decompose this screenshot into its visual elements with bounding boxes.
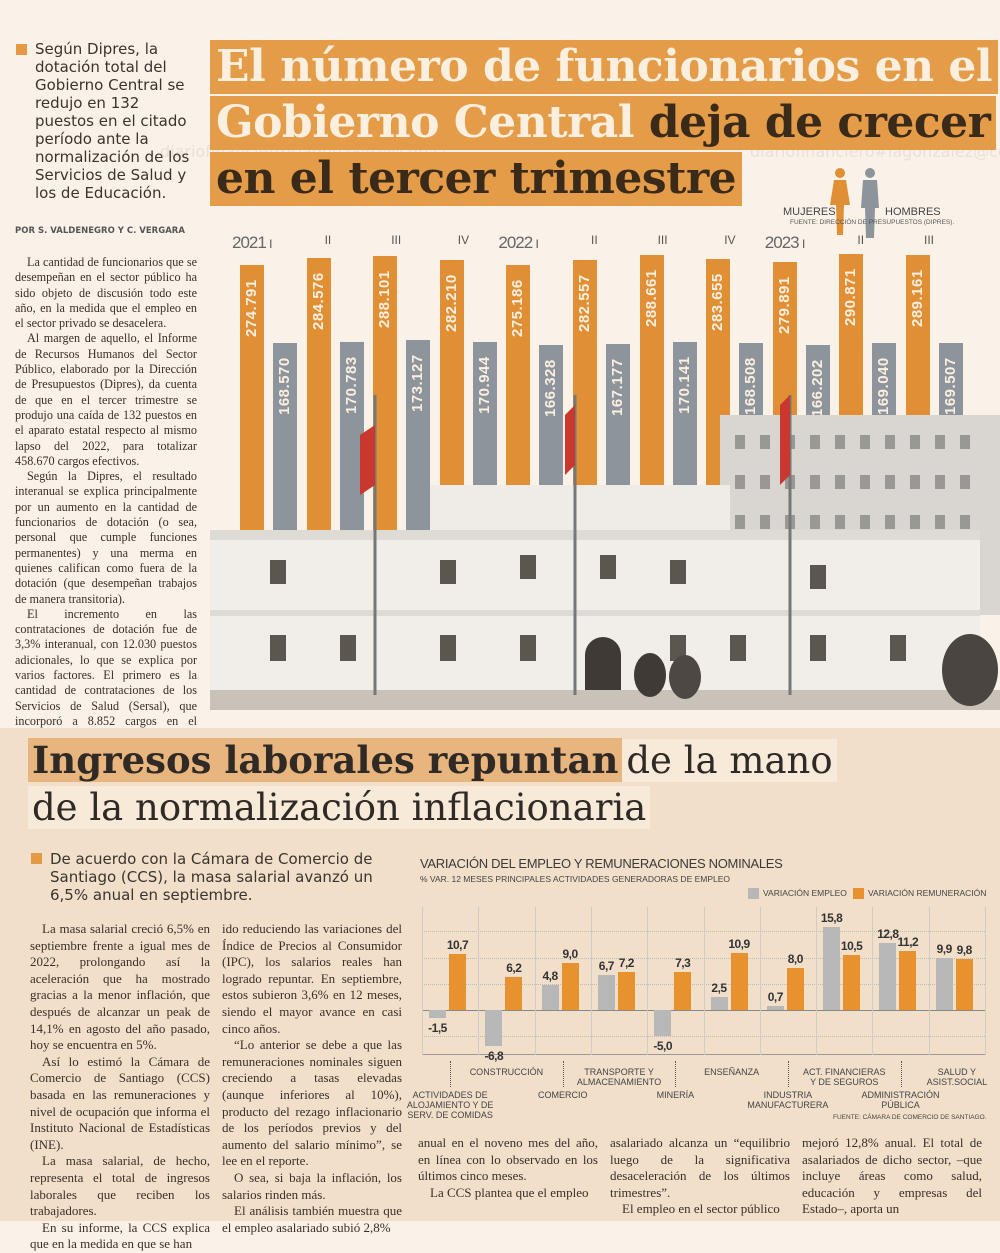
paragraph: Al margen de aquello, el Informe de Recu…	[15, 331, 197, 468]
paragraph: La masa salarial, de hecho, representa e…	[30, 1153, 210, 1219]
legend-women: MUJERES	[783, 206, 836, 218]
chart-title: VARIACIÓN DEL EMPLEO Y REMUNERACIONES NO…	[420, 856, 783, 871]
women-men-silhouettes-icon	[830, 168, 879, 238]
quarter-numeral: IV	[724, 233, 736, 247]
lead-summary: Según Dipres, la dotación total del Gobi…	[35, 40, 190, 202]
bar-value-label: 282.210	[442, 274, 460, 332]
bar-value-label: 282.557	[576, 273, 593, 332]
paragraph: “Lo anterior se debe a que las remunerac…	[222, 1037, 402, 1169]
paragraph: mejoró 12,8% anual. El total de asalaria…	[802, 1135, 982, 1217]
article-body-column: La masa salarial creció 6,5% en septiemb…	[30, 921, 210, 1253]
legend-employment: VARIACIÓN EMPLEO	[763, 888, 847, 898]
quarter-label: 2023 I	[765, 233, 806, 253]
paragraph: Así lo estimó la Cámara de Comercio de S…	[30, 1053, 210, 1152]
quarter-numeral: I	[265, 237, 273, 251]
quarter-label: IV	[458, 233, 469, 247]
bar-value-label: 289.161	[909, 269, 926, 327]
paragraph: La CCS plantea que el empleo	[430, 1184, 589, 1200]
year-label: 2023	[764, 233, 800, 252]
quarter-label: II	[591, 233, 598, 247]
la-moneda-photo	[210, 395, 1000, 710]
headline-line-2: Gobierno Central deja de crecer	[210, 96, 997, 150]
paragraph: El empleo en el sector público	[622, 1201, 780, 1217]
quarter-label: III	[924, 233, 934, 247]
bullet-icon	[31, 853, 42, 864]
bar-value-label: 288.661	[642, 269, 660, 328]
women-bar	[373, 255, 398, 550]
bar-value-label: 284.576	[309, 272, 327, 331]
chart-source: FUENTE: CÁMARA DE COMERCIO DE SANTIAGO.	[833, 1114, 987, 1121]
lead-summary-2: De acuerdo con la Cámara de Comercio de …	[50, 850, 373, 904]
legend-swatch-wages	[853, 888, 864, 899]
quarter-numeral: II	[591, 233, 598, 247]
quarter-numeral: I	[532, 237, 539, 251]
quarter-label: IV	[724, 233, 735, 247]
quarter-numeral: I	[798, 237, 806, 251]
quarter-numeral: III	[657, 233, 668, 247]
quarter-numeral: III	[391, 233, 402, 247]
bar-value-label: 275.186	[509, 279, 527, 337]
bar-value-label: 288.101	[376, 269, 394, 328]
paragraph: asalariado alcanza un “equilibrio luego …	[610, 1135, 790, 1200]
paragraph: La cantidad de funcionarios que se desem…	[15, 255, 197, 331]
paragraph: El incremento en las contrataciones de d…	[15, 606, 197, 743]
bar-value-label: 290.871	[842, 267, 860, 326]
paragraph: O sea, si baja la inflación, los salario…	[222, 1169, 402, 1202]
quarter-numeral: II	[857, 233, 865, 247]
bar-value-label: 274.791	[243, 279, 260, 338]
bullet-icon	[16, 44, 27, 55]
paragraph: Según la Dipres, el resultado interanual…	[15, 469, 197, 606]
chart-subtitle: % VAR. 12 MESES PRINCIPALES ACTIVIDADES …	[420, 874, 731, 884]
men-bar	[273, 343, 297, 550]
headline-line-1: El número de funcionarios en el	[210, 40, 999, 94]
paragraph: El análisis también muestra que el emple…	[222, 1203, 402, 1235]
men-bar	[339, 341, 364, 550]
article-body-column: La cantidad de funcionarios que se desem…	[15, 255, 197, 745]
paragraph: anual en el noveno mes del año, en línea…	[418, 1135, 598, 1184]
quarter-label: II	[857, 233, 864, 247]
headline-2-line-1: Ingresos laborales repuntan de la mano	[28, 738, 837, 783]
chart-source: FUENTE: DIRECCIÓN DE PRESUPUESTOS (DIPRE…	[790, 219, 955, 226]
quarter-label: 2021 I	[232, 233, 273, 253]
byline: POR S. VALDENEGRO Y C. VERGARA	[15, 226, 185, 236]
paragraph: En su informe, la CCS explica que en la …	[30, 1219, 210, 1252]
bar-value-label: 279.891	[775, 275, 793, 334]
headline-2-line-2: de la normalización inflacionaria	[28, 786, 651, 830]
quarter-label: III	[391, 233, 401, 247]
paragraph: La masa salarial creció 6,5% en septiemb…	[30, 921, 210, 1053]
headline-line-3: en el tercer trimestre	[210, 152, 743, 206]
quarter-label: II	[325, 233, 332, 247]
quarter-label: 2022 I	[498, 233, 539, 253]
bar-value-label: 283.655	[709, 273, 727, 331]
legend-men: HOMBRES	[885, 206, 941, 218]
year-label: 2021	[232, 233, 267, 252]
quarter-numeral: III	[924, 233, 935, 247]
article-body-column: asalariado alcanza un “equilibrio luego …	[610, 1135, 790, 1218]
men-bar	[406, 339, 431, 550]
women-bar	[240, 265, 264, 550]
women-bar	[306, 258, 331, 550]
year-label: 2022	[498, 233, 533, 252]
paragraph: ido reduciendo las variaciones del Índic…	[222, 921, 402, 1036]
quarter-numeral: II	[324, 233, 332, 247]
legend-wages: VARIACIÓN REMUNERACIÓN	[868, 888, 987, 898]
article-body-column: anual en el noveno mes del año, en línea…	[418, 1135, 598, 1201]
quarter-numeral: IV	[457, 233, 470, 247]
article-body-column: mejoró 12,8% anual. El total de asalaria…	[802, 1135, 982, 1218]
legend-swatch-employment	[748, 888, 759, 899]
quarter-label: III	[658, 233, 668, 247]
article-body-column: ido reduciendo las variaciones del Índic…	[222, 921, 402, 1236]
